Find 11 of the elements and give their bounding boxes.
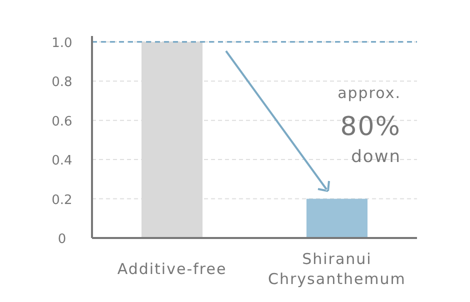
annotation: approx. [338, 84, 401, 102]
x-tick-label: Shiranui Chrysanthemum [268, 250, 406, 288]
x-tick-label: Additive-free [117, 260, 227, 278]
annotation: 80% [340, 112, 401, 142]
y-tick-label: 0.8 [52, 75, 72, 90]
y-tick-label: 0.2 [52, 192, 72, 208]
annotation: down [351, 147, 401, 167]
y-tick-label: 0.4 [52, 154, 72, 169]
y-tick-label: 0 [58, 232, 66, 247]
y-tick-label: 0.6 [52, 114, 72, 130]
y-tick-label: 1.0 [52, 36, 72, 51]
